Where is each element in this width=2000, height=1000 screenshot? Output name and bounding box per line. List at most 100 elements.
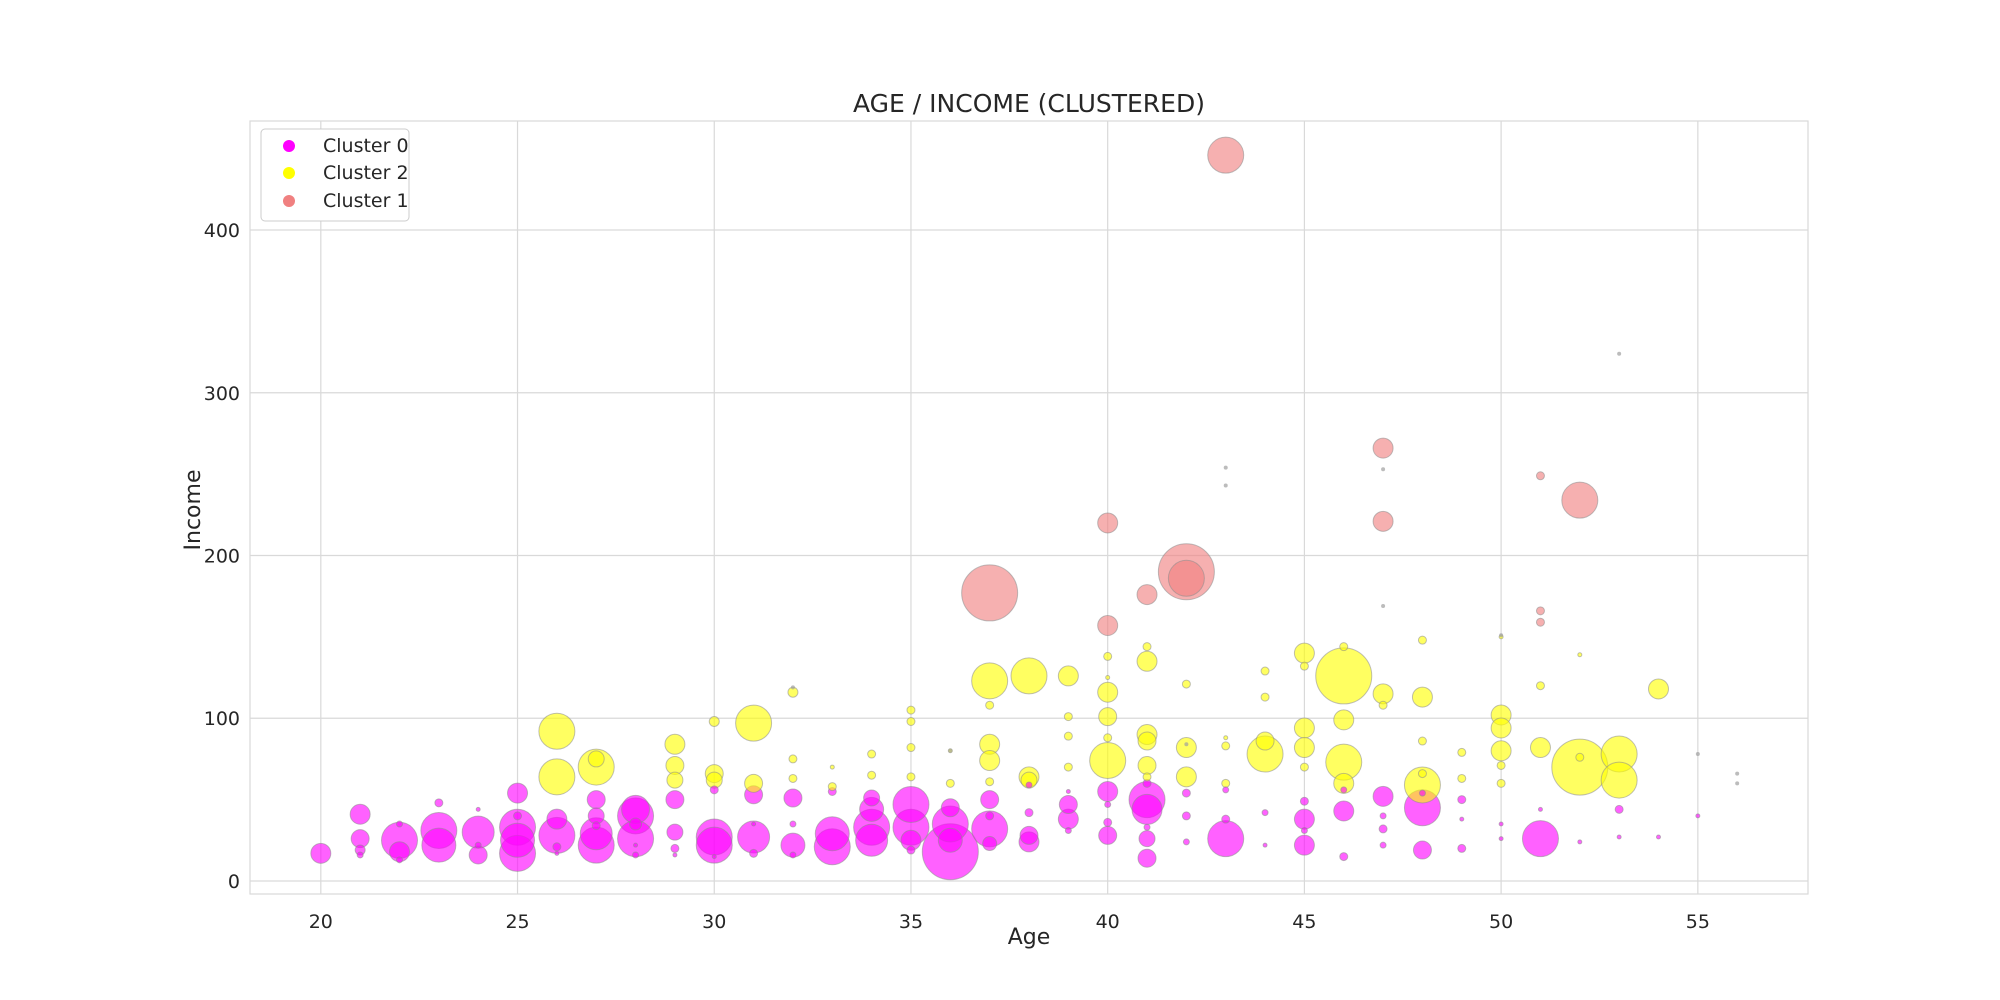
point-cluster-0 — [666, 823, 684, 841]
point-cluster-2 — [1260, 692, 1270, 702]
point-minor — [1735, 781, 1740, 786]
point-cluster-0 — [1379, 812, 1387, 820]
point-cluster-2 — [1417, 769, 1427, 779]
point-cluster-0 — [552, 842, 562, 852]
point-cluster-0 — [632, 851, 640, 859]
point-cluster-0 — [695, 826, 733, 864]
point-cluster-2 — [1647, 678, 1669, 700]
y-tick-label: 0 — [228, 871, 240, 893]
point-cluster-0 — [554, 850, 560, 856]
point-cluster-0 — [633, 842, 639, 848]
point-minor — [1695, 752, 1700, 757]
point-cluster-2 — [906, 743, 916, 753]
point-cluster-2 — [1063, 762, 1073, 772]
point-cluster-2 — [985, 700, 995, 710]
point-cluster-2 — [1417, 635, 1427, 645]
point-cluster-0 — [783, 788, 803, 808]
point-cluster-2 — [1577, 652, 1583, 658]
point-cluster-0 — [1695, 813, 1701, 819]
point-minor — [790, 685, 795, 690]
point-cluster-0 — [1058, 794, 1078, 814]
point-cluster-2 — [971, 662, 1009, 700]
point-cluster-2 — [1496, 778, 1506, 788]
point-cluster-0 — [982, 836, 998, 852]
point-cluster-2 — [1339, 642, 1349, 652]
point-cluster-0 — [1131, 793, 1163, 825]
point-minor — [1184, 742, 1189, 747]
y-tick-label: 100 — [204, 708, 240, 730]
point-minor — [1381, 603, 1386, 608]
point-cluster-2 — [979, 750, 1001, 772]
point-cluster-0 — [1378, 824, 1388, 834]
point-cluster-1 — [1136, 584, 1158, 606]
point-cluster-0 — [1379, 841, 1387, 849]
point-cluster-2 — [1575, 752, 1585, 762]
point-cluster-0 — [396, 856, 404, 864]
point-cluster-2 — [1293, 717, 1315, 739]
legend-label-cluster-1: Cluster 1 — [323, 190, 409, 212]
point-cluster-2 — [1057, 665, 1079, 687]
point-cluster-0 — [789, 820, 797, 828]
x-tick-label: 20 — [309, 911, 333, 933]
point-cluster-2 — [1490, 740, 1512, 762]
point-cluster-0 — [475, 806, 481, 812]
point-cluster-2 — [666, 771, 684, 789]
point-cluster-2 — [1535, 681, 1545, 691]
point-cluster-0 — [863, 789, 881, 807]
point-cluster-0 — [1138, 830, 1156, 848]
point-cluster-0 — [985, 811, 995, 821]
point-cluster-2 — [744, 773, 764, 793]
point-cluster-0 — [629, 817, 643, 831]
point-cluster-2 — [1181, 679, 1191, 689]
point-cluster-2 — [867, 770, 877, 780]
point-cluster-0 — [1103, 817, 1113, 827]
point-cluster-0 — [1521, 820, 1559, 858]
point-cluster-2 — [1105, 675, 1111, 681]
data-points — [310, 136, 1740, 881]
point-cluster-0 — [937, 827, 963, 853]
point-cluster-0 — [1181, 788, 1191, 798]
point-cluster-0 — [672, 852, 678, 858]
point-cluster-0 — [1262, 842, 1268, 848]
point-cluster-0 — [1498, 821, 1504, 827]
point-cluster-2 — [1411, 686, 1433, 708]
point-minor — [1735, 771, 1740, 776]
point-cluster-0 — [789, 851, 797, 859]
point-cluster-2 — [1063, 712, 1073, 722]
point-cluster-0 — [507, 782, 529, 804]
point-cluster-2 — [1299, 762, 1309, 772]
point-cluster-1 — [1535, 617, 1545, 627]
point-cluster-2 — [664, 733, 686, 755]
point-cluster-2 — [1063, 731, 1073, 741]
legend-marker-cluster-2 — [283, 167, 295, 179]
point-minor — [1499, 633, 1504, 638]
legend: Cluster 0 Cluster 2 Cluster 1 — [260, 128, 410, 222]
point-cluster-1 — [1561, 481, 1599, 519]
point-cluster-0 — [751, 821, 757, 827]
y-axis-label: Income — [181, 470, 206, 551]
point-cluster-2 — [788, 754, 798, 764]
point-cluster-0 — [1372, 785, 1394, 807]
point-cluster-0 — [1064, 827, 1072, 835]
point-cluster-0 — [665, 790, 685, 810]
point-cluster-2 — [788, 773, 798, 783]
point-cluster-2 — [827, 782, 837, 792]
point-cluster-0 — [591, 821, 601, 831]
point-cluster-2 — [1457, 747, 1467, 757]
point-cluster-2 — [1315, 647, 1373, 705]
point-cluster-0 — [709, 785, 719, 795]
point-cluster-2 — [538, 758, 576, 796]
point-cluster-0 — [1340, 786, 1348, 794]
point-cluster-0 — [1418, 789, 1426, 797]
point-cluster-0 — [349, 803, 371, 825]
point-cluster-2 — [829, 764, 835, 770]
point-cluster-2 — [1175, 766, 1197, 788]
point-cluster-1 — [1372, 510, 1394, 532]
point-cluster-0 — [1097, 780, 1119, 802]
x-tick-label: 45 — [1292, 911, 1316, 933]
point-cluster-1 — [1167, 559, 1205, 597]
point-cluster-2 — [735, 704, 773, 742]
point-cluster-0 — [940, 798, 960, 818]
point-cluster-0 — [1616, 834, 1622, 840]
point-cluster-1 — [1097, 512, 1119, 534]
